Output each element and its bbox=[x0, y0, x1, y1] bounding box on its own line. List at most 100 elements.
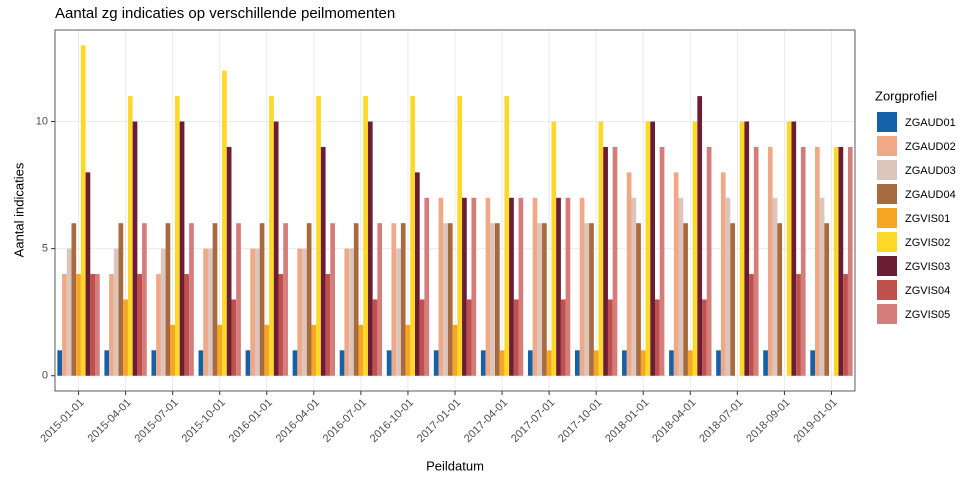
x-tick-label: 2019-01-01 bbox=[791, 397, 839, 445]
bar bbox=[527, 350, 533, 376]
bar bbox=[396, 248, 401, 376]
bar bbox=[495, 223, 500, 376]
bar bbox=[400, 223, 406, 376]
bar bbox=[772, 197, 778, 376]
bar bbox=[739, 121, 745, 376]
x-tick-label: 2017-10-01 bbox=[556, 397, 604, 445]
bar bbox=[847, 146, 853, 376]
bar bbox=[222, 70, 227, 376]
bar bbox=[504, 96, 510, 376]
x-tick-label: 2015-04-01 bbox=[85, 397, 133, 445]
bar bbox=[546, 350, 552, 376]
legend-key bbox=[877, 280, 897, 300]
chart-title: Aantal zg indicaties op verschillende pe… bbox=[55, 5, 395, 22]
bar bbox=[593, 350, 599, 376]
x-tick-label: 2016-07-01 bbox=[321, 397, 369, 445]
bar bbox=[749, 274, 754, 376]
bar bbox=[170, 324, 175, 376]
bar bbox=[179, 121, 185, 376]
bar bbox=[598, 121, 604, 376]
bar bbox=[791, 121, 797, 376]
legend-key bbox=[877, 256, 897, 276]
bar bbox=[353, 223, 359, 376]
bar bbox=[603, 146, 608, 376]
bar bbox=[217, 324, 223, 376]
legend-key bbox=[877, 232, 897, 252]
bar bbox=[175, 96, 180, 376]
bar bbox=[142, 223, 147, 376]
bar bbox=[462, 197, 467, 376]
bar bbox=[104, 350, 110, 376]
bar bbox=[410, 96, 415, 376]
bar bbox=[767, 146, 773, 376]
bar bbox=[123, 299, 128, 376]
bar bbox=[372, 299, 378, 376]
y-tick-label: 0 bbox=[42, 370, 48, 382]
bar bbox=[640, 350, 646, 376]
bar bbox=[532, 197, 538, 376]
bar bbox=[810, 350, 815, 376]
bar bbox=[692, 121, 698, 376]
bar bbox=[584, 223, 590, 376]
bar bbox=[250, 248, 255, 376]
bar bbox=[109, 274, 114, 376]
x-tick-label: 2018-09-01 bbox=[744, 397, 792, 445]
bar bbox=[386, 350, 392, 376]
bar bbox=[127, 96, 133, 376]
bar bbox=[447, 223, 453, 376]
bar bbox=[76, 274, 81, 376]
bar bbox=[325, 274, 331, 376]
bar bbox=[725, 197, 731, 376]
legend-key bbox=[877, 304, 897, 324]
bar bbox=[156, 274, 161, 376]
bar bbox=[137, 274, 143, 376]
bar bbox=[815, 146, 820, 376]
x-tick-label: 2018-07-01 bbox=[697, 397, 745, 445]
x-tick-label: 2017-04-01 bbox=[462, 397, 510, 445]
bar bbox=[419, 299, 425, 376]
bar bbox=[490, 223, 495, 376]
bar bbox=[673, 172, 679, 376]
y-tick-label: 10 bbox=[36, 115, 48, 127]
x-tick-label: 2017-07-01 bbox=[509, 397, 557, 445]
bar bbox=[763, 350, 768, 376]
bars bbox=[57, 45, 853, 376]
bar bbox=[542, 223, 547, 376]
bar bbox=[622, 350, 627, 376]
legend-key bbox=[877, 112, 897, 132]
legend-label: ZGVIS03 bbox=[905, 261, 950, 273]
bar bbox=[457, 96, 463, 376]
bar bbox=[565, 197, 571, 376]
bar bbox=[259, 223, 265, 376]
legend-key bbox=[877, 136, 897, 156]
bar bbox=[800, 146, 806, 376]
bar bbox=[165, 223, 171, 376]
bar bbox=[226, 146, 232, 376]
bar bbox=[160, 248, 166, 376]
bar bbox=[302, 248, 307, 376]
legend-key bbox=[877, 184, 897, 204]
legend-title: Zorgprofiel bbox=[875, 88, 937, 103]
bar bbox=[57, 350, 63, 376]
x-tick-label: 2015-10-01 bbox=[180, 397, 228, 445]
bar bbox=[518, 197, 524, 376]
bar bbox=[405, 324, 411, 376]
bar bbox=[80, 45, 86, 376]
bar bbox=[306, 223, 312, 376]
bar bbox=[255, 248, 260, 376]
bar bbox=[71, 223, 77, 376]
bar bbox=[278, 274, 284, 376]
legend-label: ZGAUD02 bbox=[905, 141, 956, 153]
bar bbox=[753, 146, 759, 376]
bar bbox=[796, 274, 801, 376]
x-tick-label: 2015-07-01 bbox=[133, 397, 181, 445]
bar bbox=[466, 299, 472, 376]
bar bbox=[669, 350, 674, 376]
bar bbox=[415, 172, 420, 376]
bar bbox=[843, 274, 848, 376]
x-tick-label: 2018-01-01 bbox=[603, 397, 651, 445]
x-tick-label: 2016-01-01 bbox=[227, 397, 275, 445]
bar bbox=[499, 350, 505, 376]
bar bbox=[438, 197, 444, 376]
